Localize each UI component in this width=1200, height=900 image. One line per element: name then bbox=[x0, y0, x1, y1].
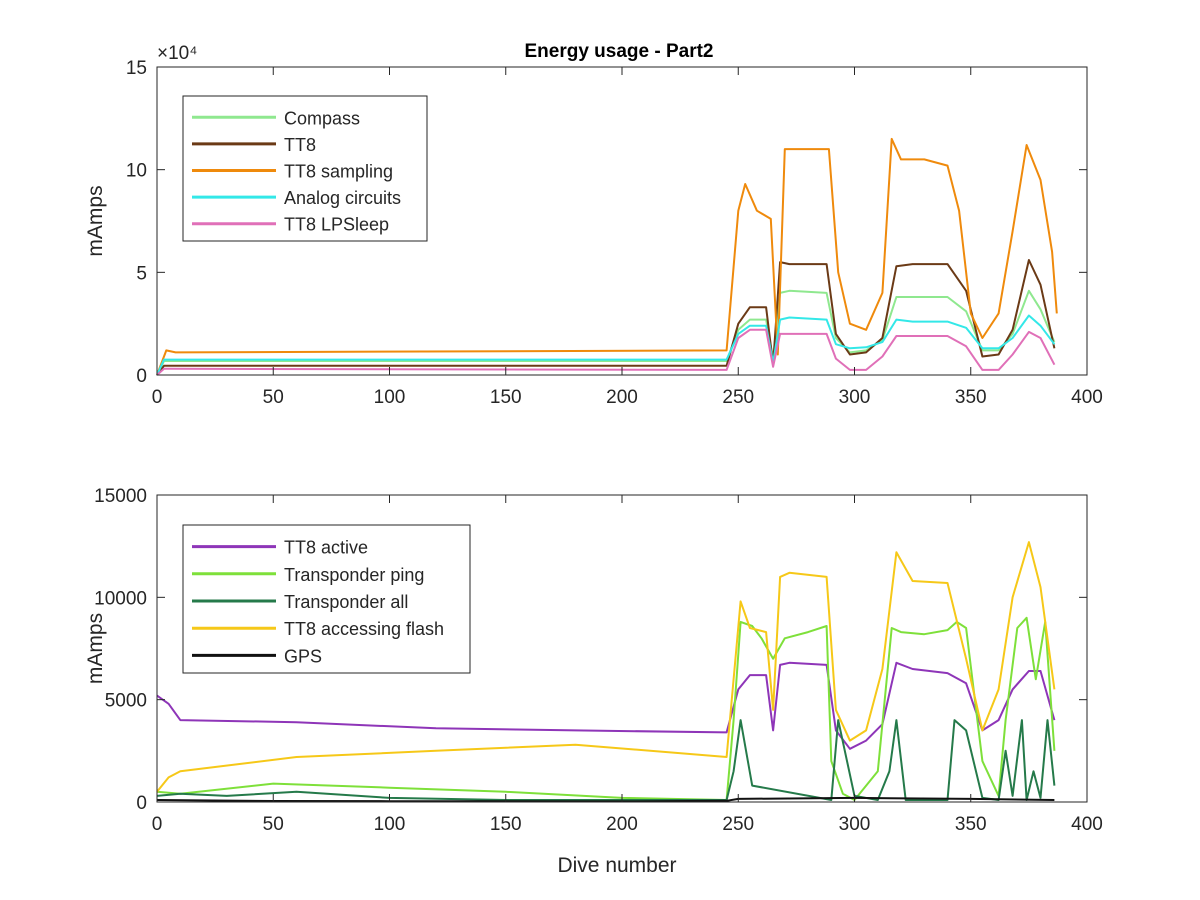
legend-label: Transponder all bbox=[284, 592, 408, 612]
y-tick-label: 15 bbox=[126, 58, 147, 79]
y-tick-label: 5000 bbox=[105, 691, 147, 712]
x-tick-label: 300 bbox=[839, 387, 871, 408]
y-tick-label: 0 bbox=[136, 793, 147, 814]
legend-label: TT8 sampling bbox=[284, 162, 393, 182]
series-line-gps bbox=[156, 796, 1055, 803]
x-tick-label: 200 bbox=[606, 387, 638, 408]
x-tick-label: 100 bbox=[374, 814, 406, 835]
legend-label: Transponder ping bbox=[284, 565, 424, 585]
y-tick-label: 5 bbox=[136, 263, 147, 284]
y-exponent-label: ×10⁴ bbox=[157, 43, 197, 64]
x-tick-label: 150 bbox=[490, 387, 522, 408]
legend-label: TT8 bbox=[284, 135, 316, 155]
series-line-tt8-active bbox=[156, 661, 1056, 750]
x-tick-label: 400 bbox=[1071, 814, 1103, 835]
series-line-tt8 bbox=[156, 259, 1056, 376]
y-tick-label: 10 bbox=[126, 161, 147, 182]
x-tick-label: 0 bbox=[152, 387, 163, 408]
y-axis-label: mAmps bbox=[84, 185, 107, 256]
axes-bottom: 0 50 100 150 200 250 300 350 400 0 5000 10000 15000 m… bbox=[84, 486, 1103, 877]
x-tick-label: 100 bbox=[374, 387, 406, 408]
series-line-transponder-ping bbox=[156, 616, 1056, 801]
x-tick-label: 0 bbox=[152, 814, 163, 835]
x-tick-label: 50 bbox=[263, 814, 284, 835]
legend-label: Analog circuits bbox=[284, 188, 401, 208]
axes-top: 0 50 100 150 200 250 300 350 400 0 5 10 15 ×10⁴ mAmps C… bbox=[84, 43, 1103, 408]
series-line-compass bbox=[156, 289, 1056, 376]
y-axis-label: mAmps bbox=[84, 613, 107, 684]
x-tick-label: 300 bbox=[839, 814, 871, 835]
legend-label: GPS bbox=[284, 646, 322, 666]
x-tick-label: 350 bbox=[955, 814, 987, 835]
x-tick-label: 250 bbox=[722, 387, 754, 408]
y-tick-label: 10000 bbox=[94, 588, 147, 609]
series-line-analog-circuits bbox=[156, 314, 1056, 376]
legend-label: TT8 LPSleep bbox=[284, 215, 389, 235]
x-tick-label: 400 bbox=[1071, 387, 1103, 408]
series-line-tt8-lpsleep bbox=[156, 328, 1056, 376]
figure-title: Energy usage - Part2 bbox=[524, 41, 713, 62]
x-tick-label: 350 bbox=[955, 387, 987, 408]
x-tick-label: 250 bbox=[722, 814, 754, 835]
x-tick-label: 50 bbox=[263, 387, 284, 408]
legend-box bbox=[182, 95, 428, 242]
x-tick-label: 200 bbox=[606, 814, 638, 835]
y-tick-label: 0 bbox=[136, 366, 147, 387]
series-line-tt8-accessing-flash bbox=[156, 541, 1056, 793]
legend-label: Compass bbox=[284, 108, 360, 128]
series-line-tt8-sampling bbox=[156, 137, 1058, 376]
x-tick-label: 150 bbox=[490, 814, 522, 835]
legend-label: TT8 active bbox=[284, 538, 368, 558]
x-axis-label: Dive number bbox=[557, 854, 676, 877]
legend-box bbox=[182, 524, 471, 674]
y-tick-label: 15000 bbox=[94, 486, 147, 507]
legend-label: TT8 accessing flash bbox=[284, 619, 444, 639]
